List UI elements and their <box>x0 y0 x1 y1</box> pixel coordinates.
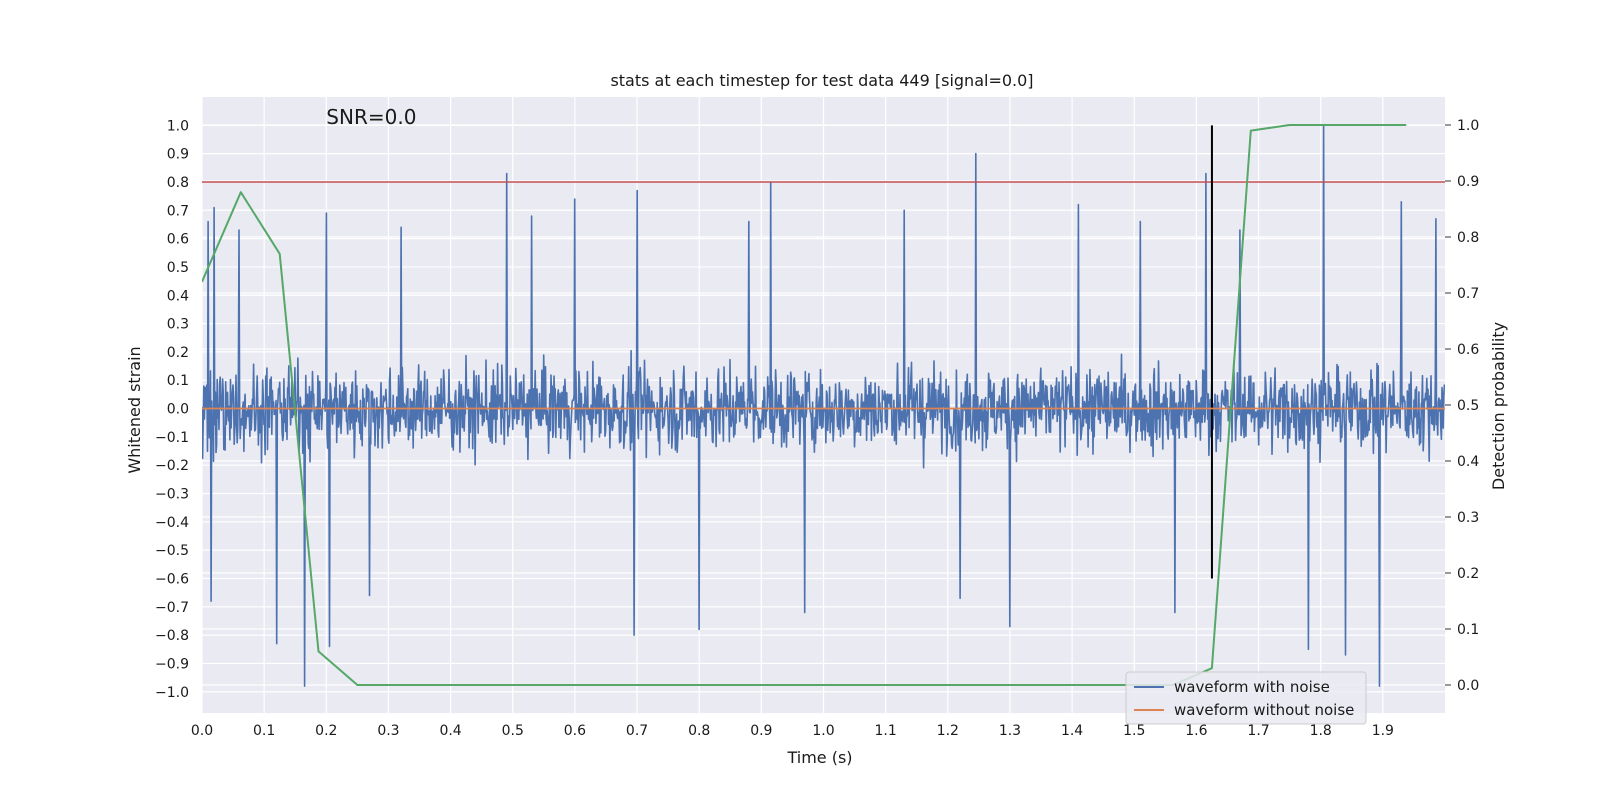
y-tick-label: 0.8 <box>167 175 189 191</box>
x-tick-label: 1.5 <box>1123 723 1145 739</box>
legend-label: waveform with noise <box>1174 678 1330 696</box>
y-tick-label: 0.9 <box>167 147 189 163</box>
y-tick-label: 1.0 <box>167 118 189 134</box>
y-tick-label: −0.7 <box>155 600 189 616</box>
x-tick-label: 1.3 <box>999 723 1021 739</box>
x-tick-label: 0.0 <box>191 723 213 739</box>
legend: waveform with noise waveform without nois… <box>1125 671 1367 725</box>
x-axis-title: Time (s) <box>786 748 852 767</box>
y-tick-label: 0.5 <box>167 260 189 276</box>
y-tick-label: −0.1 <box>155 430 189 446</box>
y2-tick-label: 0.3 <box>1457 510 1479 526</box>
series-detection-probability <box>202 124 1407 686</box>
snr-annotation: SNR=0.0 <box>326 105 416 129</box>
y2-tick-label: 0.0 <box>1457 678 1479 694</box>
y-tick-label: 0.4 <box>167 288 189 304</box>
x-tick-label: 0.7 <box>626 723 648 739</box>
x-tick-label: 0.1 <box>253 723 275 739</box>
x-tick-label: 1.1 <box>875 723 897 739</box>
y-tick-label: −0.4 <box>155 515 189 531</box>
x-tick-label: 1.2 <box>937 723 959 739</box>
y-tick-label: −1.0 <box>155 685 189 701</box>
x-tick-label: 0.3 <box>377 723 399 739</box>
y-tick-label: −0.9 <box>155 656 189 672</box>
x-tick-label: 1.0 <box>812 723 834 739</box>
y-tick-label: 0.6 <box>167 232 189 248</box>
series-group <box>202 124 1445 687</box>
x-tick-label: 1.9 <box>1372 723 1394 739</box>
y-tick-label: −0.6 <box>155 571 189 587</box>
x-tick-label: 1.4 <box>1061 723 1083 739</box>
y-axis-title: Whitened strain <box>125 346 144 473</box>
y-tick-label: −0.8 <box>155 628 189 644</box>
x-tick-label: 1.8 <box>1310 723 1332 739</box>
y2-tick-label: 0.2 <box>1457 566 1479 582</box>
y-tick-label: 0.7 <box>167 203 189 219</box>
x-tick-label: 0.9 <box>750 723 772 739</box>
y2-tick-label: 0.7 <box>1457 286 1479 302</box>
y2-tick-label: 1.0 <box>1457 118 1479 134</box>
y-tick-label: −0.5 <box>155 543 189 559</box>
plot-area: 0.0 0.1 0.2 0.3 0.4 0.5 0.6 0.7 0.8 0.9 1.0 1.1 1.2 1… <box>155 97 1479 739</box>
x-tick-label: 0.4 <box>439 723 461 739</box>
y2-tick-label: 0.4 <box>1457 454 1479 470</box>
x-tick-label: 0.8 <box>688 723 710 739</box>
y2-tick-label: 0.6 <box>1457 342 1479 358</box>
y-tick-label: 0.2 <box>167 345 189 361</box>
chart-title: stats at each timestep for test data 449… <box>610 71 1033 90</box>
legend-box <box>1125 671 1367 725</box>
y2-tick-label: 0.8 <box>1457 230 1479 246</box>
series-waveform-with-noise <box>202 124 1445 687</box>
y-tick-label: −0.3 <box>155 487 189 503</box>
y-tick-label: −0.2 <box>155 458 189 474</box>
y2-tick-label: 0.1 <box>1457 622 1479 638</box>
y2-tick-label: 0.9 <box>1457 174 1479 190</box>
y2-axis-title: Detection probability <box>1489 322 1508 490</box>
y-tick-label: 0.1 <box>167 373 189 389</box>
x-tick-label: 0.5 <box>502 723 524 739</box>
y2-tick-label: 0.5 <box>1457 398 1479 414</box>
legend-label: waveform without noise <box>1174 701 1354 719</box>
x-tick-label: 0.2 <box>315 723 337 739</box>
x-tick-label: 1.7 <box>1247 723 1269 739</box>
y-tick-label: 0.3 <box>167 317 189 333</box>
y-tick-label: 0.0 <box>167 402 189 418</box>
x-tick-label: 0.6 <box>564 723 586 739</box>
x-tick-label: 1.6 <box>1185 723 1207 739</box>
